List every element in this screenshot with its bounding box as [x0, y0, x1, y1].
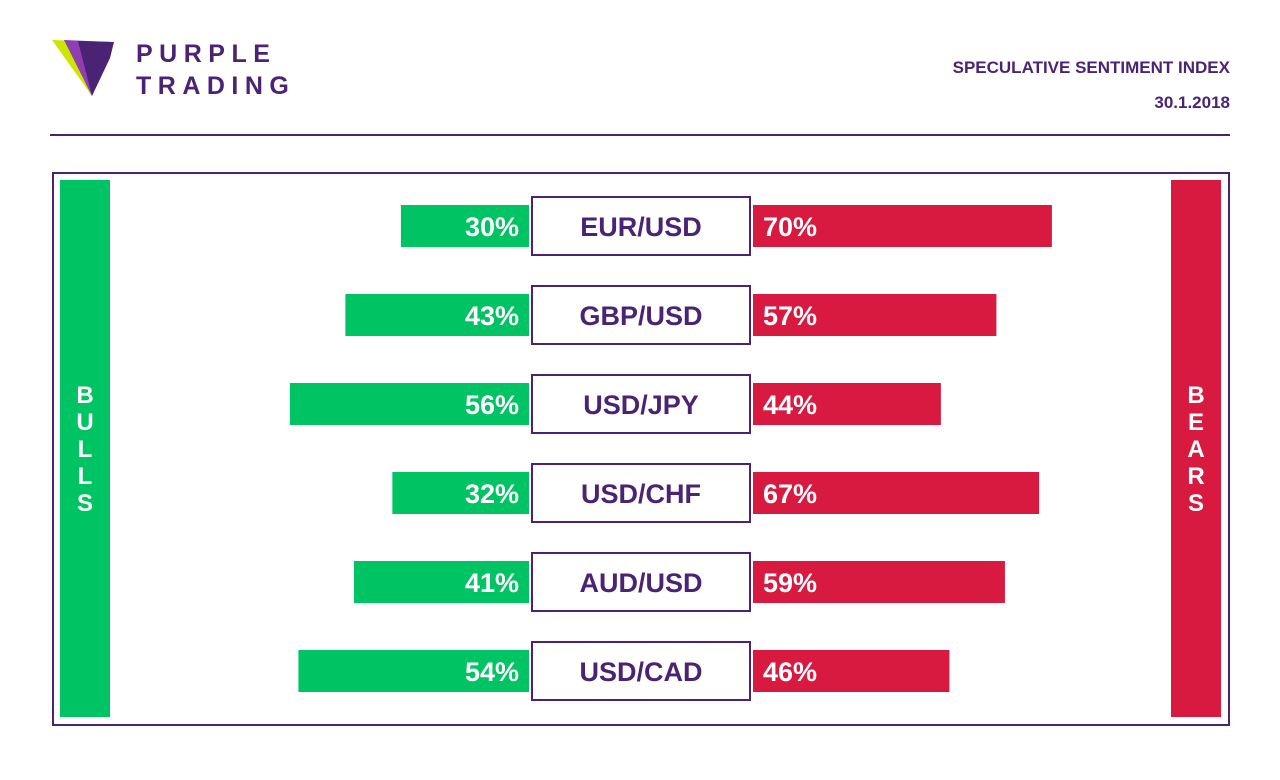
chart-frame: [52, 172, 1230, 726]
pair-label: GBP/USD: [579, 301, 702, 331]
bull-value-label: 41%: [465, 568, 519, 598]
bull-value-label: 56%: [465, 390, 519, 420]
header-divider: [50, 134, 1230, 136]
bear-bar: [753, 294, 997, 336]
pair-label-box: [531, 374, 751, 434]
bear-bar: [753, 472, 1040, 514]
bull-bar: [345, 294, 529, 336]
bull-bar: [353, 561, 529, 603]
bear-value-label: 67%: [763, 479, 817, 509]
pair-label-box: [531, 641, 751, 701]
pair-label: USD/JPY: [583, 390, 699, 420]
bull-bar: [400, 205, 529, 247]
bull-bar: [392, 472, 529, 514]
pair-label-box: [531, 463, 751, 523]
report-date: 30.1.2018: [1154, 93, 1230, 112]
pair-label: EUR/USD: [580, 212, 702, 242]
bear-value-label: 70%: [763, 212, 817, 242]
pair-label-box: [531, 552, 751, 612]
report-title: SPECULATIVE SENTIMENT INDEX: [952, 58, 1230, 77]
pair-label-box: [531, 196, 751, 256]
bear-bar: [753, 383, 941, 425]
pair-label-box: [531, 285, 751, 345]
bear-value-label: 46%: [763, 657, 817, 687]
bear-value-label: 57%: [763, 301, 817, 331]
pair-label: AUD/USD: [579, 568, 702, 598]
pair-label: USD/CAD: [579, 657, 702, 687]
brand-name-line2: TRADING: [136, 72, 296, 100]
bull-bar: [298, 650, 529, 692]
bull-value-label: 30%: [465, 212, 519, 242]
bull-value-label: 54%: [465, 657, 519, 687]
brand-logo: PURPLE TRADING: [52, 38, 312, 100]
bear-value-label: 44%: [763, 390, 817, 420]
bear-value-label: 59%: [763, 568, 817, 598]
bull-value-label: 32%: [465, 479, 519, 509]
bull-bar: [289, 383, 529, 425]
bear-bar: [753, 205, 1052, 247]
bull-value-label: 43%: [465, 301, 519, 331]
pair-label: USD/CHF: [581, 479, 701, 509]
bear-bar: [753, 650, 950, 692]
bear-bar: [753, 561, 1005, 603]
brand-name-line1: PURPLE: [136, 40, 277, 68]
purple-trading-logo-icon: [52, 40, 114, 96]
